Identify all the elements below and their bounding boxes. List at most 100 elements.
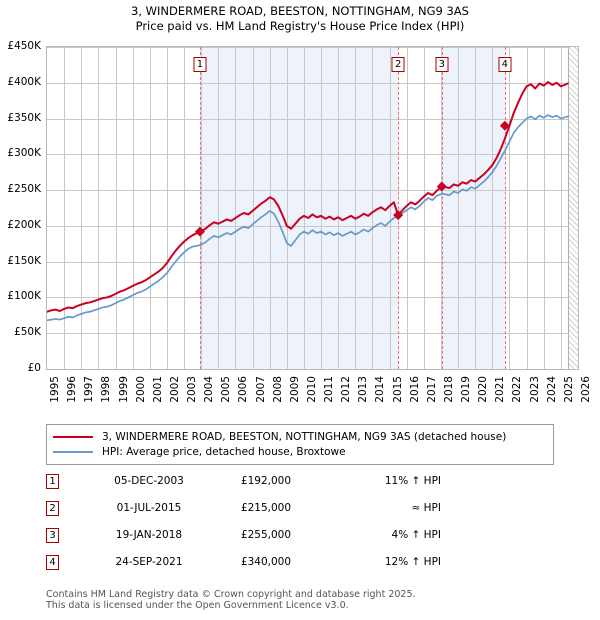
y-axis-labels: £0 £50K £100K £150K £200K £250K £300K £350K £400…: [0, 40, 44, 374]
x-axis-tick-label: 2018: [442, 376, 455, 403]
gridline-vertical: [475, 47, 477, 369]
transaction-price: £192,000: [240, 475, 292, 487]
gridline-vertical: [389, 47, 391, 369]
transaction-date: 01-JUL-2015: [116, 502, 182, 514]
y-axis-tick-label: £350K: [7, 111, 41, 124]
gridline-horizontal: [47, 47, 578, 48]
x-axis-tick-label: 2023: [528, 376, 541, 403]
x-axis-tick-label: 2004: [203, 376, 216, 403]
transaction-number-badge: 3: [46, 528, 59, 543]
legend-color-swatch: [53, 450, 93, 453]
sale-vline-1: [199, 47, 201, 369]
gridline-vertical: [286, 47, 288, 369]
transaction-hpi-delta: 4% ↑ HPI: [391, 529, 441, 541]
gridline-vertical: [492, 47, 494, 369]
x-axis-tick-label: 2021: [494, 376, 507, 403]
gridline-vertical: [201, 47, 203, 369]
transaction-price: £215,000: [240, 502, 292, 514]
x-axis-labels: 1995 1996 1997 1998 1999 2000 2001 2002 2003 2004…: [46, 374, 592, 420]
gridline-vertical: [269, 47, 271, 369]
table-row[interactable]: 2 01-JUL-2015 £215,000 ≈ HPI: [46, 499, 446, 526]
gridline-vertical: [543, 47, 545, 369]
gridline-vertical: [149, 47, 151, 369]
sale-vline-2: [398, 47, 400, 369]
transaction-date: 24-SEP-2021: [115, 556, 183, 568]
x-axis-tick-label: 2011: [323, 376, 336, 403]
title-line-subtitle: Price paid vs. HM Land Registry's House …: [135, 19, 465, 33]
x-axis-tick-label: 2020: [477, 376, 490, 403]
y-axis-tick-label: £300K: [7, 147, 41, 160]
legend-item-label: 3, WINDERMERE ROAD, BEESTON, NOTTINGHAM,…: [102, 430, 507, 443]
sale-number-badge-1[interactable]: 1: [193, 57, 207, 72]
gridline-vertical: [115, 47, 117, 369]
x-axis-tick-label: 1996: [66, 376, 79, 403]
x-axis-tick-label: 2025: [562, 376, 575, 403]
x-axis-tick-label: 2019: [460, 376, 473, 403]
x-axis-tick-label: 2015: [391, 376, 404, 403]
gridline-vertical: [235, 47, 237, 369]
sale-number-badge-2[interactable]: 2: [391, 57, 405, 72]
gridline-vertical: [440, 47, 442, 369]
x-axis-tick-label: 2009: [288, 376, 301, 403]
x-axis-tick-label: 2022: [511, 376, 524, 403]
footer-line-licence: This data is licensed under the Open Gov…: [46, 600, 349, 611]
ownership-band-2: [441, 47, 505, 369]
footer-line-copyright: Contains HM Land Registry data © Crown c…: [46, 589, 416, 600]
gridline-vertical: [372, 47, 374, 369]
x-axis-tick-label: 2007: [254, 376, 267, 403]
table-row[interactable]: 1 05-DEC-2003 £192,000 11% ↑ HPI: [46, 472, 446, 499]
gridline-vertical: [509, 47, 511, 369]
gridline-vertical: [166, 47, 168, 369]
legend-item-2[interactable]: HPI: Average price, detached house, Brox…: [53, 444, 547, 459]
gridline-vertical: [338, 47, 340, 369]
sale-vline-4: [504, 47, 506, 369]
sale-marker-4[interactable]: [499, 120, 510, 131]
transaction-number-badge: 4: [46, 555, 59, 570]
x-axis-tick-label: 1998: [100, 376, 113, 403]
y-axis-tick-label: £200K: [7, 218, 41, 231]
y-axis-tick-label: £150K: [7, 254, 41, 267]
series-plot: [47, 81, 569, 322]
x-axis-tick-label: 2026: [580, 376, 592, 403]
sale-marker-1[interactable]: [194, 226, 205, 237]
y-axis-tick-label: £100K: [7, 290, 41, 303]
gridline-vertical: [98, 47, 100, 369]
y-axis-tick-label: £50K: [14, 326, 41, 339]
chart-legend: 3, WINDERMERE ROAD, BEESTON, NOTTINGHAM,…: [46, 424, 554, 465]
series-line-hpi: [47, 114, 569, 322]
future-projection-region: [567, 47, 578, 369]
x-axis-tick-label: 1997: [83, 376, 96, 403]
page-title: 3, WINDERMERE ROAD, BEESTON, NOTTINGHAM,…: [0, 4, 600, 34]
gridline-horizontal: [47, 118, 578, 120]
x-axis-tick-label: 2013: [357, 376, 370, 403]
legend-color-swatch: [53, 435, 93, 438]
gridline-horizontal: [47, 333, 578, 335]
sale-marker-3[interactable]: [436, 181, 447, 192]
sale-number-badge-4[interactable]: 4: [498, 57, 512, 72]
sale-number-badge-3[interactable]: 3: [435, 57, 449, 72]
y-axis-tick-label: £400K: [7, 75, 41, 88]
transactions-table: 1 05-DEC-2003 £192,000 11% ↑ HPI 2 01-JUL-201…: [46, 472, 446, 580]
y-axis-tick-label: £0: [27, 362, 41, 374]
x-axis-tick-label: 1995: [49, 376, 61, 403]
ownership-band-1: [199, 47, 399, 369]
gridline-vertical: [81, 47, 83, 369]
sale-marker-2[interactable]: [393, 210, 404, 221]
gridline-vertical: [406, 47, 408, 369]
legend-item-label: HPI: Average price, detached house, Brox…: [102, 445, 346, 458]
gridline-vertical: [64, 47, 66, 369]
y-axis-tick-label: £450K: [7, 40, 41, 52]
gridline-horizontal: [47, 261, 578, 263]
legend-item-1[interactable]: 3, WINDERMERE ROAD, BEESTON, NOTTINGHAM,…: [53, 429, 547, 444]
table-row[interactable]: 3 19-JAN-2018 £255,000 4% ↑ HPI: [46, 526, 446, 553]
table-row[interactable]: 4 24-SEP-2021 £340,000 12% ↑ HPI: [46, 553, 446, 580]
transaction-date: 05-DEC-2003: [114, 475, 184, 487]
x-axis-tick-label: 2003: [186, 376, 199, 403]
gridline-horizontal: [47, 154, 578, 156]
gridline-horizontal: [47, 225, 578, 227]
x-axis-tick-label: 1999: [117, 376, 130, 403]
x-axis-tick-label: 2017: [425, 376, 438, 403]
gridline-vertical: [423, 47, 425, 369]
transaction-hpi-delta: ≈ HPI: [411, 502, 441, 514]
